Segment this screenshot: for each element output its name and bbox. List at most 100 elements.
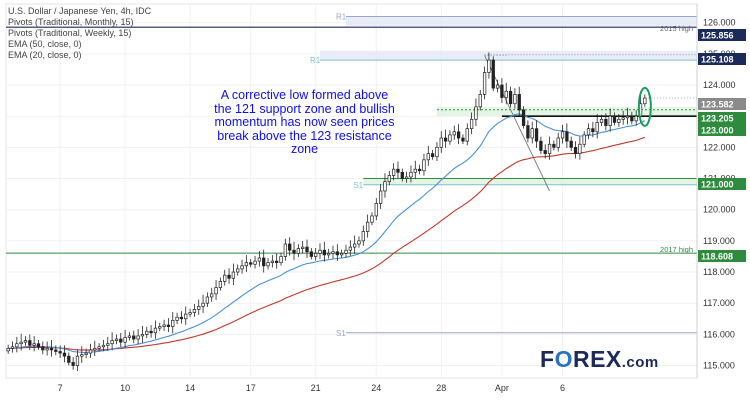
candle-body [456,131,461,139]
candle-body [71,362,75,366]
level-note: 2015 high [660,24,693,33]
candle-body [314,252,318,257]
candle-body [253,260,257,265]
candle-body [93,348,97,351]
candle-body [643,97,647,105]
candle-body [188,312,192,315]
candle-body [560,131,565,139]
candle-body [197,305,201,310]
price-tag-label: 125.108 [701,55,734,65]
ema20-line [8,113,646,353]
candle-body [448,134,452,142]
pivot-label: R1 [336,12,347,21]
candle-body [340,252,344,256]
chart-annotation: A corrective low formed above the 121 su… [214,88,395,156]
candle-body [569,140,573,148]
candle-body [305,246,309,253]
candle-body [127,335,132,338]
candle-body [612,115,617,123]
candle-body [192,309,197,313]
pivot-zone-weekly [320,50,697,61]
forex-logo: FOREX.com [540,346,659,373]
candle-body [591,128,595,133]
candle-body [249,262,253,265]
candle-body [6,348,10,352]
price-tag-bg [698,112,746,124]
candle-body [58,351,62,354]
candle-body [565,131,569,142]
trendlines [484,54,550,192]
candle-body [353,243,357,248]
candle-body [15,343,19,348]
candle-body [331,251,335,254]
candle-body [106,343,110,346]
price-tag-bg [698,124,746,136]
candle-body [322,249,326,256]
candle-body [396,168,400,173]
x-tick-label: 10 [120,383,130,393]
candle-body [478,94,482,108]
candle-body [604,118,608,126]
resistance-zone [436,106,697,117]
legend-ema50: EMA (50, close, 0) [8,39,82,49]
candle-body [435,147,439,158]
candle-body [205,296,210,304]
candle-body [292,249,296,254]
candle-body [84,352,88,355]
candle-body [327,252,331,256]
candle-body [348,246,352,251]
candle-body [179,316,184,320]
candle-body [582,134,586,145]
candle-body [279,256,283,264]
candle-body [517,94,521,111]
trendline-upper [484,55,550,192]
ema50-path [8,136,645,351]
candle-body [599,118,604,123]
y-tick-label: 119.000 [703,236,735,246]
candle-body [158,326,162,329]
price-tag-label: 121.000 [701,180,734,190]
candle-body [36,343,41,348]
candle-body [210,293,214,298]
candle-body [45,348,49,351]
candle-body [101,344,106,348]
candle-body [370,215,374,223]
legend-symbol: U.S. Dollar / Japanese Yen, 4h, IDC [8,6,152,16]
y-tick-label: 122.000 [703,142,736,152]
breakout-ellipse [637,86,652,127]
price-tag-label: 123.000 [701,126,734,136]
candle-body [283,243,288,257]
candle-body [391,168,396,176]
ema50-line [8,136,645,351]
y-tick-label: 116.000 [703,329,735,339]
candle-body [162,324,166,327]
candle-body [482,72,487,95]
candle-body [344,249,348,254]
legend-pivots-weekly: Pivots (Traditional, Weekly, 15) [8,28,132,38]
candle-body [119,338,123,343]
candle-body [123,337,127,343]
chart-legend: U.S. Dollar / Japanese Yen, 4h, IDC Pivo… [8,6,151,61]
candles [6,52,647,372]
candle-body [223,274,227,282]
candle-body [28,340,32,346]
pivot-label: R1 [310,56,321,65]
price-tag-label: 123.205 [701,114,734,124]
pivot-labels: R1 R1 S1 S1 [310,12,364,337]
candle-body [430,153,435,158]
candle-body [32,343,36,346]
candle-body [270,260,275,264]
candle-body [413,168,417,173]
candle-body [634,115,638,122]
candle-body [409,171,413,178]
candle-body [534,128,539,142]
candle-body [361,231,365,242]
candle-body [404,176,409,179]
candle-body [10,346,15,349]
price-tag-bg [698,178,746,190]
candle-body [149,330,153,334]
candle-body [244,262,249,267]
pivot-label: S1 [336,329,346,338]
candle-body [530,128,534,139]
candle-body [110,340,114,345]
